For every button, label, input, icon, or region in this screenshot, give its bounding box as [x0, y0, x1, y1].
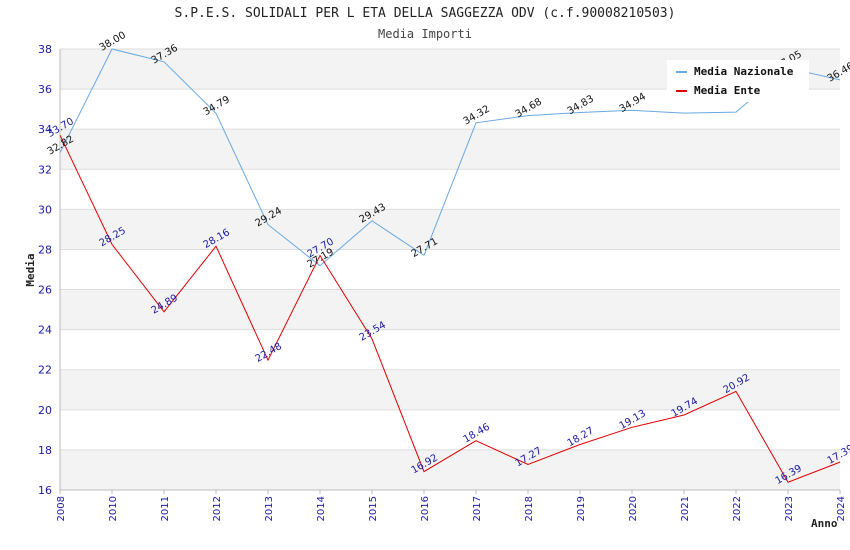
y-tick-label: 38: [38, 43, 52, 56]
data-label-nazionale: 34.94: [618, 91, 648, 115]
data-label-ente: 19.13: [618, 408, 648, 432]
y-tick-label: 28: [38, 243, 52, 256]
x-tick-label: 2018: [524, 496, 535, 521]
y-tick-label: 20: [38, 404, 52, 417]
data-label-ente: 18.27: [566, 425, 596, 449]
grid-bands: [60, 49, 840, 490]
y-tick-label: 16: [38, 484, 52, 497]
data-label-nazionale: 34.68: [514, 96, 544, 120]
x-tick-label: 2017: [472, 496, 483, 521]
y-tick-label: 26: [38, 284, 52, 297]
x-tick-label: 2015: [368, 496, 379, 521]
data-label-ente: 18.46: [462, 422, 492, 446]
x-tick-label: 2011: [160, 496, 171, 521]
x-tick-label: 2012: [212, 496, 223, 521]
legend-label-nazionale: Media Nazionale: [694, 65, 794, 78]
y-tick-label: 30: [38, 203, 52, 216]
y-tick-label: 18: [38, 444, 52, 457]
x-tick-label: 2023: [784, 496, 795, 521]
x-tick-labels: 2008 2010 2011 2012 2013 2014 2015 2016 2017 2018…: [56, 496, 847, 521]
y-tick-label: 24: [38, 324, 52, 337]
x-tick-label: 2014: [316, 496, 327, 521]
y-tick-labels: 16 18 20 22 24 26 28 30 32 34 36 38: [38, 43, 52, 497]
y-tick-label: 36: [38, 83, 52, 96]
x-axis-label: Anno: [811, 517, 838, 530]
legend-label-ente: Media Ente: [694, 84, 761, 97]
grid-band: [60, 289, 840, 330]
x-tick-label: 2021: [680, 496, 691, 521]
axes: [59, 49, 841, 494]
data-label-nazionale: 34.83: [566, 93, 596, 117]
series-line-nazionale: [59, 48, 841, 267]
series-line-ente: [59, 134, 841, 483]
legend-background: [667, 60, 809, 102]
x-tick-label: 2020: [628, 496, 639, 521]
chart-title: S.P.E.S. SOLIDALI PER L ETA DELLA SAGGEZ…: [174, 6, 676, 21]
legend: Media Nazionale Media Ente: [667, 60, 809, 102]
y-tick-label: 22: [38, 364, 52, 377]
x-tick-label: 2013: [264, 496, 275, 521]
x-tick-label: 2024: [836, 496, 847, 521]
x-tick-label: 2010: [108, 496, 119, 521]
series-lines: [59, 48, 841, 483]
data-label-nazionale: 34.32: [462, 104, 492, 128]
x-tick-label: 2016: [420, 496, 431, 521]
grid-lines: [60, 48, 840, 491]
grid-band: [60, 209, 840, 250]
x-tick-label: 2019: [576, 496, 587, 521]
y-tick-label: 32: [38, 163, 52, 176]
grid-band: [60, 129, 840, 170]
x-tick-label: 2008: [56, 496, 67, 521]
chart-subtitle: Media Importi: [378, 27, 472, 41]
x-tick-label: 2022: [732, 496, 743, 521]
y-tick-label: 34: [38, 123, 52, 136]
data-label-ente: 22.48: [254, 341, 284, 365]
y-axis-label: Media: [24, 253, 37, 286]
